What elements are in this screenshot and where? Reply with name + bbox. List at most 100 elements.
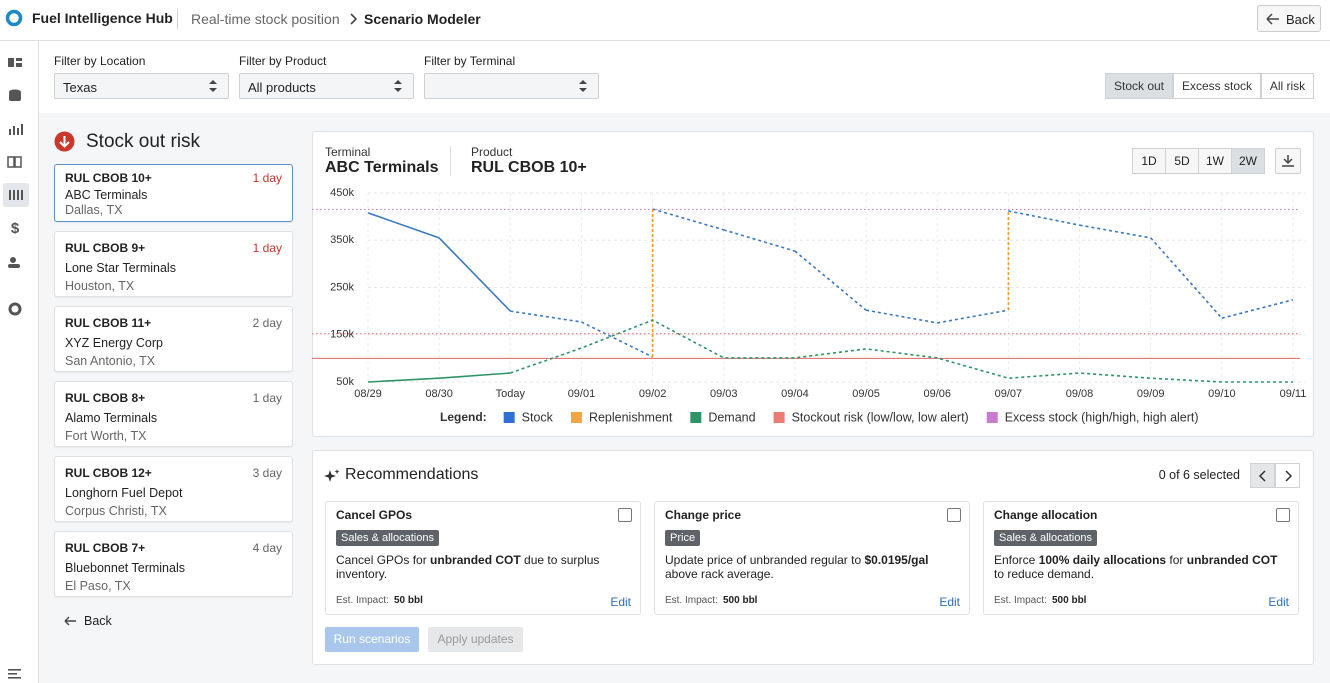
x-tick-label: 09/04 bbox=[781, 388, 809, 400]
item-days: 1 day bbox=[252, 241, 282, 255]
selection-count: 0 of 6 selected bbox=[1158, 468, 1240, 482]
card-tag: Price bbox=[665, 530, 701, 546]
y-tick-label: 150k bbox=[330, 329, 354, 341]
item-terminal: ABC Terminals bbox=[65, 188, 148, 202]
stock-line bbox=[865, 309, 938, 324]
back-arrow bbox=[1266, 13, 1279, 25]
icon-rail bbox=[0, 41, 39, 683]
x-tick-label: 09/05 bbox=[852, 388, 880, 400]
description-segment: Cancel GPOs for bbox=[336, 553, 431, 567]
x-tick-label: 08/29 bbox=[354, 388, 382, 400]
item-product: RUL CBOB 7+ bbox=[65, 541, 146, 555]
edit-link[interactable]: Edit bbox=[1268, 595, 1289, 609]
item-terminal: Alamo Terminals bbox=[65, 411, 158, 425]
demand-line bbox=[510, 319, 1293, 383]
description-segment: $0.0195/gal bbox=[864, 553, 929, 567]
stock-line bbox=[1079, 224, 1151, 239]
range-button[interactable]: 2W bbox=[1231, 148, 1265, 174]
list-back[interactable]: Back bbox=[84, 614, 112, 628]
checkbox[interactable] bbox=[947, 508, 961, 522]
stock-line bbox=[652, 208, 724, 231]
x-tick-label: 09/10 bbox=[1208, 388, 1236, 400]
divider bbox=[450, 146, 451, 176]
edit-link[interactable]: Edit bbox=[610, 595, 631, 609]
checkbox[interactable] bbox=[618, 508, 632, 522]
risk-item[interactable]: RUL CBOB 12+ 3 day Longhorn Fuel Depot Corp… bbox=[54, 456, 293, 522]
item-days: 1 day bbox=[252, 391, 282, 405]
item-location: Dallas, TX bbox=[65, 203, 123, 217]
description-segment: due to surplus inventory. bbox=[336, 553, 600, 581]
section-title: Stock out risk bbox=[86, 131, 201, 152]
select[interactable]: Texas bbox=[54, 73, 229, 99]
download-icon bbox=[1282, 155, 1294, 167]
alert-icon bbox=[54, 131, 75, 152]
recommendations-title: Recommendations bbox=[345, 466, 479, 483]
sparkle-icon bbox=[324, 469, 340, 482]
terminal-value: ABC Terminals bbox=[325, 159, 439, 176]
pager-button[interactable] bbox=[1275, 463, 1300, 488]
select-arrows bbox=[579, 80, 587, 92]
recommendation-card: Change price Price Update price of unbrand… bbox=[654, 501, 970, 615]
pager-button[interactable] bbox=[1250, 463, 1275, 488]
select-arrows bbox=[209, 80, 217, 92]
back-label: Back bbox=[1286, 12, 1315, 27]
risk-item[interactable]: RUL CBOB 10+ 1 day ABC Terminals Dallas, TX bbox=[54, 164, 293, 222]
toggle-option[interactable]: All risk bbox=[1261, 73, 1314, 99]
impact-value: 50 bbl bbox=[394, 595, 423, 606]
legend-swatch bbox=[690, 412, 702, 423]
card-tag: Sales & allocations bbox=[336, 530, 439, 546]
item-product: RUL CBOB 8+ bbox=[65, 391, 146, 405]
range-button[interactable]: 1D bbox=[1132, 148, 1166, 174]
breadcrumb-current: Scenario Modeler bbox=[364, 11, 481, 27]
item-terminal: Bluebonnet Terminals bbox=[65, 561, 185, 575]
stock-line bbox=[510, 310, 582, 323]
x-tick-label: 09/06 bbox=[923, 388, 951, 400]
checkbox[interactable] bbox=[1276, 508, 1290, 522]
filter-label: Filter by Terminal bbox=[424, 54, 516, 68]
breadcrumb: Real-time stock position bbox=[191, 11, 340, 27]
stock-line bbox=[438, 237, 511, 312]
app-name: Fuel Intelligence Hub bbox=[32, 10, 173, 26]
x-tick-label: 09/11 bbox=[1280, 388, 1307, 400]
legend-swatch bbox=[986, 412, 998, 423]
apply-button[interactable]: Apply updates bbox=[428, 627, 523, 652]
legend-swatch bbox=[773, 412, 785, 423]
item-days: 2 day bbox=[252, 316, 282, 330]
x-tick-label: 09/08 bbox=[1066, 388, 1094, 400]
item-days: 4 day bbox=[252, 541, 282, 555]
stock-line bbox=[937, 309, 1009, 324]
risk-item[interactable]: RUL CBOB 11+ 2 day XYZ Energy Corp San Anto… bbox=[54, 306, 293, 372]
description-segment: unbranded COT bbox=[430, 553, 521, 567]
risk-item[interactable]: RUL CBOB 7+ 4 day Bluebonnet Terminals El P… bbox=[54, 531, 293, 597]
range-button[interactable]: 5D bbox=[1165, 148, 1199, 174]
x-tick-label: 09/03 bbox=[710, 388, 738, 400]
download-button[interactable] bbox=[1275, 148, 1301, 174]
legend-entry: Excess stock (high/high, high alert) bbox=[1005, 410, 1199, 424]
legend-entry: Demand bbox=[708, 410, 755, 424]
legend-entry: Stockout risk (low/low, low alert) bbox=[792, 410, 969, 424]
icons: $ bbox=[3, 9, 29, 679]
toggle-option[interactable]: Stock out bbox=[1105, 73, 1173, 99]
chevron bbox=[350, 13, 358, 25]
risk-item[interactable]: RUL CBOB 8+ 1 day Alamo Terminals Fort Wort… bbox=[54, 381, 293, 447]
x-tick-label: 09/01 bbox=[568, 388, 596, 400]
terminal-label: Terminal bbox=[325, 145, 371, 159]
toggle-option[interactable]: Excess stock bbox=[1173, 73, 1261, 99]
rail-icons: $ bbox=[3, 58, 29, 679]
run-button[interactable]: Run scenarios bbox=[325, 627, 419, 652]
risk-item[interactable]: RUL CBOB 9+ 1 day Lone Star Terminals Houst… bbox=[54, 231, 293, 297]
edit-link[interactable]: Edit bbox=[939, 595, 960, 609]
range-button[interactable]: 1W bbox=[1198, 148, 1232, 174]
item-product: RUL CBOB 9+ bbox=[65, 241, 146, 255]
back-button[interactable]: Back bbox=[1257, 5, 1321, 32]
impact-label: Est. Impact: bbox=[665, 595, 718, 606]
description-segment: above rack average. bbox=[665, 567, 774, 581]
item-product: RUL CBOB 12+ bbox=[65, 466, 152, 480]
description-segment: for bbox=[1166, 553, 1187, 567]
select[interactable]: All products bbox=[239, 73, 414, 99]
select[interactable] bbox=[424, 73, 599, 99]
pager-chevron bbox=[1258, 470, 1266, 482]
demand-line bbox=[367, 372, 511, 383]
item-terminal: Lone Star Terminals bbox=[65, 261, 176, 275]
item-location: San Antonio, TX bbox=[65, 354, 156, 368]
